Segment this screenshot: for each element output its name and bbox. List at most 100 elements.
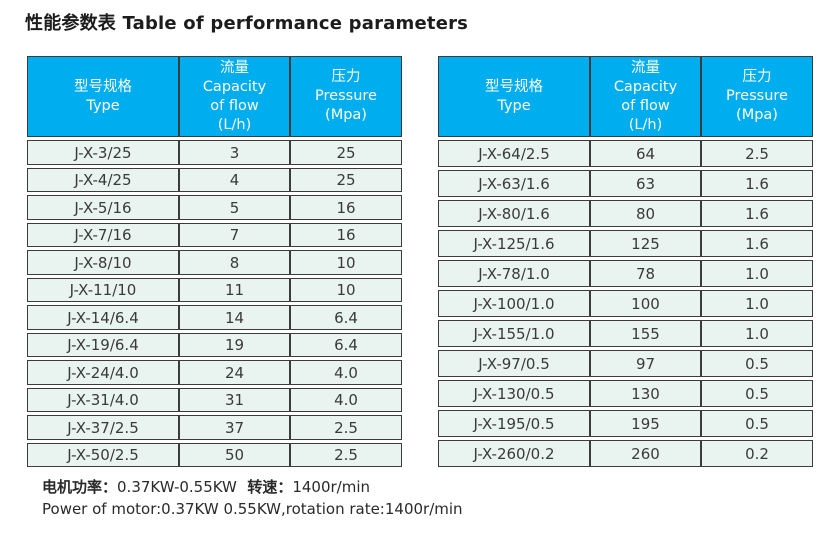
flow-cell: 3 xyxy=(179,140,290,165)
type-cell: J-X-64/2.5 xyxy=(438,140,590,168)
flow-cell: 37 xyxy=(179,415,290,440)
flow-cell: 11 xyxy=(179,277,290,303)
header-row: 型号规格 Type 流量 Capacity of flow (L/h) 压力 P… xyxy=(438,56,813,138)
pressure-cell: 1.0 xyxy=(701,320,813,348)
flow-cell: 195 xyxy=(590,410,701,438)
header-flow-en1: Capacity xyxy=(202,78,267,95)
flow-cell: 155 xyxy=(590,320,701,348)
flow-cell: 63 xyxy=(590,170,701,198)
header-type-en: Type xyxy=(86,97,120,114)
type-cell: J-X-155/1.0 xyxy=(438,320,590,348)
pressure-cell: 16 xyxy=(290,195,402,220)
pressure-cell: 2.5 xyxy=(701,140,813,168)
footer-line-zh: 电机功率：0.37KW-0.55KW 转速：1400r/min xyxy=(42,477,463,499)
table-row: J-X-5/16 5 16 xyxy=(27,195,402,220)
header-pressure-unit: (Mpa) xyxy=(736,107,778,124)
table-row: J-X-8/10 8 10 xyxy=(27,250,402,275)
table-row: J-X-195/0.5 195 0.5 xyxy=(438,410,813,438)
table-row: J-X-64/2.5 64 2.5 xyxy=(438,140,813,168)
table-row: J-X-80/1.6 80 1.6 xyxy=(438,200,813,228)
type-cell: J-X-14/6.4 xyxy=(27,305,179,330)
type-cell: J-X-5/16 xyxy=(27,195,179,220)
header-pressure-zh: 压力 xyxy=(331,69,361,86)
flow-cell: 14 xyxy=(179,305,290,330)
type-cell: J-X-97/0.5 xyxy=(438,350,590,378)
flow-cell: 78 xyxy=(590,260,701,288)
pressure-cell: 10 xyxy=(290,250,402,275)
type-cell: J-X-11/10 xyxy=(27,277,179,303)
table-row: J-X-3/25 3 25 xyxy=(27,140,402,165)
header-flow-column: 流量 Capacity of flow (L/h) xyxy=(590,56,701,138)
pressure-cell: 1.6 xyxy=(701,170,813,198)
flow-cell: 5 xyxy=(179,195,290,220)
pressure-cell: 0.2 xyxy=(701,440,813,468)
type-cell: J-X-3/25 xyxy=(27,140,179,165)
type-cell: J-X-19/6.4 xyxy=(27,332,179,358)
table-header: 型号规格 Type 流量 Capacity of flow (L/h) 压力 P… xyxy=(438,56,813,138)
type-cell: J-X-125/1.6 xyxy=(438,230,590,258)
pressure-cell: 1.0 xyxy=(701,290,813,318)
flow-cell: 4 xyxy=(179,167,290,193)
pressure-cell: 0.5 xyxy=(701,380,813,408)
type-cell: J-X-130/0.5 xyxy=(438,380,590,408)
table-row: J-X-11/10 11 10 xyxy=(27,277,402,303)
table-row: J-X-50/2.5 50 2.5 xyxy=(27,442,402,468)
table-row: J-X-97/0.5 97 0.5 xyxy=(438,350,813,378)
pressure-cell: 0.5 xyxy=(701,350,813,378)
table-row: J-X-260/0.2 260 0.2 xyxy=(438,440,813,468)
header-pressure-column: 压力 Pressure (Mpa) xyxy=(290,56,402,138)
table-body: J-X-3/25 3 25 J-X-4/25 4 25 J-X-5/16 5 1… xyxy=(27,140,402,468)
table-row: J-X-24/4.0 24 4.0 xyxy=(27,360,402,385)
table-row: J-X-125/1.6 125 1.6 xyxy=(438,230,813,258)
type-cell: J-X-50/2.5 xyxy=(27,442,179,468)
table-row: J-X-19/6.4 19 6.4 xyxy=(27,332,402,358)
table-row: J-X-7/16 7 16 xyxy=(27,222,402,248)
header-type-en: Type xyxy=(497,97,531,114)
flow-cell: 24 xyxy=(179,360,290,385)
pressure-cell: 1.0 xyxy=(701,260,813,288)
type-cell: J-X-63/1.6 xyxy=(438,170,590,198)
flow-cell: 125 xyxy=(590,230,701,258)
table-row: J-X-4/25 4 25 xyxy=(27,167,402,193)
pressure-cell: 6.4 xyxy=(290,305,402,330)
pressure-cell: 1.6 xyxy=(701,230,813,258)
table-row: J-X-31/4.0 31 4.0 xyxy=(27,387,402,413)
type-cell: J-X-24/4.0 xyxy=(27,360,179,385)
pressure-cell: 2.5 xyxy=(290,415,402,440)
type-cell: J-X-8/10 xyxy=(27,250,179,275)
header-row: 型号规格 Type 流量 Capacity of flow (L/h) 压力 P… xyxy=(27,56,402,138)
type-cell: J-X-260/0.2 xyxy=(438,440,590,468)
pressure-cell: 4.0 xyxy=(290,360,402,385)
header-flow-zh: 流量 xyxy=(631,60,660,76)
type-cell: J-X-80/1.6 xyxy=(438,200,590,228)
table-row: J-X-130/0.5 130 0.5 xyxy=(438,380,813,408)
performance-table-right: 型号规格 Type 流量 Capacity of flow (L/h) 压力 P… xyxy=(438,53,813,470)
type-cell: J-X-195/0.5 xyxy=(438,410,590,438)
table-header: 型号规格 Type 流量 Capacity of flow (L/h) 压力 P… xyxy=(27,56,402,138)
table-row: J-X-37/2.5 37 2.5 xyxy=(27,415,402,440)
table-body: J-X-64/2.5 64 2.5 J-X-63/1.6 63 1.6 J-X-… xyxy=(438,140,813,468)
table-row: J-X-78/1.0 78 1.0 xyxy=(438,260,813,288)
flow-cell: 19 xyxy=(179,332,290,358)
flow-cell: 80 xyxy=(590,200,701,228)
header-type-column: 型号规格 Type xyxy=(438,56,590,138)
flow-cell: 50 xyxy=(179,442,290,468)
header-flow-en2: of flow xyxy=(210,97,259,114)
motor-power-value: 0.37KW-0.55KW xyxy=(117,478,237,496)
header-pressure-column: 压力 Pressure (Mpa) xyxy=(701,56,813,138)
type-cell: J-X-37/2.5 xyxy=(27,415,179,440)
pressure-cell: 2.5 xyxy=(290,442,402,468)
pressure-cell: 4.0 xyxy=(290,387,402,413)
header-pressure-zh: 压力 xyxy=(742,69,772,86)
header-type-column: 型号规格 Type xyxy=(27,56,179,138)
flow-cell: 31 xyxy=(179,387,290,413)
pressure-cell: 16 xyxy=(290,222,402,248)
footer-notes: 电机功率：0.37KW-0.55KW 转速：1400r/min Power of… xyxy=(42,477,463,521)
header-flow-unit: (L/h) xyxy=(217,116,252,133)
table-row: J-X-63/1.6 63 1.6 xyxy=(438,170,813,198)
pressure-cell: 25 xyxy=(290,167,402,193)
footer-line-en: Power of motor:0.37KW 0.55KW,rotation ra… xyxy=(42,499,463,518)
type-cell: J-X-31/4.0 xyxy=(27,387,179,413)
flow-cell: 8 xyxy=(179,250,290,275)
